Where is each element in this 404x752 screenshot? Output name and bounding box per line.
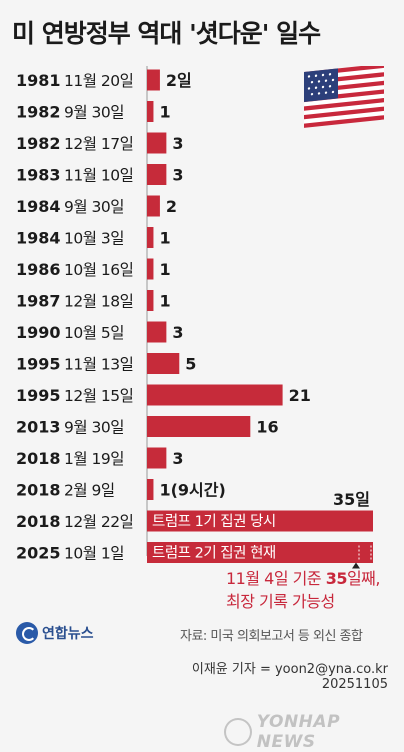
- bar: [147, 196, 160, 217]
- year-label: 1982: [16, 134, 61, 153]
- value-label: 21: [289, 386, 311, 405]
- year-label: 2018: [16, 481, 61, 500]
- date-label: 12월 17일: [64, 135, 133, 153]
- bar: [147, 353, 179, 374]
- date-label: 9월 30일: [64, 419, 124, 437]
- value-label: 3: [172, 323, 183, 342]
- bar: [147, 70, 160, 91]
- bar: [147, 290, 153, 311]
- watermark: YONHAP NEWS: [224, 712, 404, 752]
- value-label: 3: [172, 449, 183, 468]
- date-label: 12월 22일: [64, 513, 133, 531]
- value-label: 16: [256, 418, 278, 437]
- date-label: 12월 15일: [64, 387, 133, 405]
- year-label: 1982: [16, 103, 61, 122]
- date-label: 10월 3일: [64, 230, 124, 248]
- bar: [147, 416, 250, 437]
- bar-inner-label: 트럼프 1기 집권 당시: [152, 513, 276, 530]
- logo-text: 연합뉴스: [42, 623, 94, 643]
- year-label: 1990: [16, 323, 61, 342]
- year-label: 2025: [16, 544, 61, 563]
- yonhap-logo-icon: [16, 622, 38, 644]
- value-label: 5: [185, 355, 196, 374]
- year-label: 1984: [16, 229, 61, 248]
- year-label: 1986: [16, 260, 61, 279]
- year-label: 1984: [16, 197, 61, 216]
- year-label: 2013: [16, 418, 61, 437]
- value-label: 1: [159, 260, 170, 279]
- bar: [147, 448, 166, 469]
- date-label: 10월 1일: [64, 545, 124, 563]
- bar: [147, 101, 153, 122]
- date-label: 10월 16일: [64, 261, 133, 279]
- watermark-icon: [224, 718, 252, 746]
- watermark-text: YONHAP NEWS: [257, 712, 404, 752]
- year-label: 1983: [16, 166, 61, 185]
- date-label: 11월 13일: [64, 356, 133, 374]
- year-label: 2018: [16, 512, 61, 531]
- value-label: 2: [166, 197, 177, 216]
- date-text: 20251105: [322, 677, 388, 692]
- value-label: 1: [159, 292, 170, 311]
- source-text: 자료: 미국 의회보고서 등 외신 종합: [180, 625, 362, 644]
- date-label: 11월 10일: [64, 167, 133, 185]
- year-label: 1981: [16, 71, 61, 90]
- bar: [147, 259, 153, 280]
- bar: [147, 322, 166, 343]
- credit-text: 이재윤 기자 = yoon2@yna.co.kr: [192, 658, 388, 677]
- annotation-note: 11월 4일 기준 35일째, 최장 기록 가능성: [226, 567, 380, 613]
- date-label: 9월 30일: [64, 104, 124, 122]
- date-label: 10월 5일: [64, 324, 124, 342]
- year-label: 1987: [16, 292, 61, 311]
- date-label: 12월 18일: [64, 293, 133, 311]
- yonhap-logo: 연합뉴스: [16, 622, 94, 644]
- value-label: 1: [159, 229, 170, 248]
- year-label: 1995: [16, 386, 61, 405]
- bar: [147, 164, 166, 185]
- year-label: 2018: [16, 449, 61, 468]
- value-label: 2일: [166, 71, 192, 90]
- value-label: 35일: [333, 490, 370, 509]
- value-label: 1(9시간): [159, 481, 225, 500]
- bar: [147, 385, 283, 406]
- date-label: 1월 19일: [64, 450, 124, 468]
- date-label: 2월 9일: [64, 482, 115, 500]
- bar: [147, 227, 153, 248]
- bar-inner-label: 트럼프 2기 집권 현재: [152, 545, 276, 562]
- year-label: 1995: [16, 355, 61, 374]
- bar: [147, 133, 166, 154]
- value-label: 1: [159, 103, 170, 122]
- date-label: 9월 30일: [64, 198, 124, 216]
- bar: [147, 479, 153, 500]
- date-label: 11월 20일: [64, 72, 133, 90]
- value-label: 3: [172, 134, 183, 153]
- value-label: 3: [172, 166, 183, 185]
